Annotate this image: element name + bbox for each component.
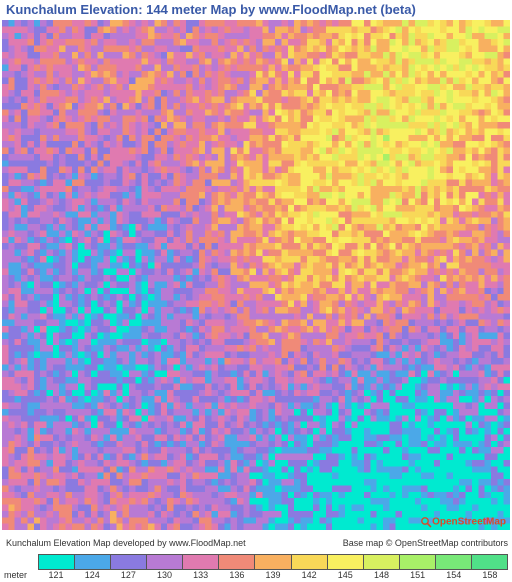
page-title: Kunchalum Elevation: 144 meter Map by ww… <box>6 2 416 17</box>
legend-segment <box>182 555 218 569</box>
legend-segment <box>146 555 182 569</box>
legend-segment <box>471 555 508 569</box>
legend-tick: 136 <box>229 570 244 580</box>
legend-segment <box>38 555 74 569</box>
legend-tick: 130 <box>157 570 172 580</box>
legend-bar <box>38 554 508 570</box>
legend-segment <box>327 555 363 569</box>
credit-left: Kunchalum Elevation Map developed by www… <box>6 538 246 548</box>
legend-tick: 139 <box>265 570 280 580</box>
legend-segment <box>399 555 435 569</box>
legend-tick: 148 <box>374 570 389 580</box>
legend-tick: 121 <box>49 570 64 580</box>
legend-segment <box>254 555 290 569</box>
legend-unit: meter <box>4 570 27 580</box>
credit-right: Base map © OpenStreetMap contributors <box>343 538 508 548</box>
legend-segment <box>363 555 399 569</box>
legend-segment <box>74 555 110 569</box>
osm-logo: OpenStreetMap <box>420 516 506 528</box>
elevation-legend: meter 121 124 127 130 133 136 139 142 145 148 151 1… <box>2 548 510 582</box>
legend-tick: 151 <box>410 570 425 580</box>
legend-tick: 133 <box>193 570 208 580</box>
legend-segment <box>218 555 254 569</box>
elevation-map: OpenStreetMap <box>2 20 510 530</box>
legend-tick: 127 <box>121 570 136 580</box>
map-canvas <box>2 20 510 530</box>
legend-tick: 154 <box>446 570 461 580</box>
legend-segment <box>291 555 327 569</box>
legend-segment <box>110 555 146 569</box>
legend-tick: 124 <box>85 570 100 580</box>
legend-tick: 158 <box>482 570 497 580</box>
osm-logo-text: OpenStreetMap <box>432 517 506 528</box>
legend-tick: 142 <box>302 570 317 580</box>
legend-segment <box>435 555 471 569</box>
legend-tick: 145 <box>338 570 353 580</box>
magnifier-icon <box>420 516 432 528</box>
